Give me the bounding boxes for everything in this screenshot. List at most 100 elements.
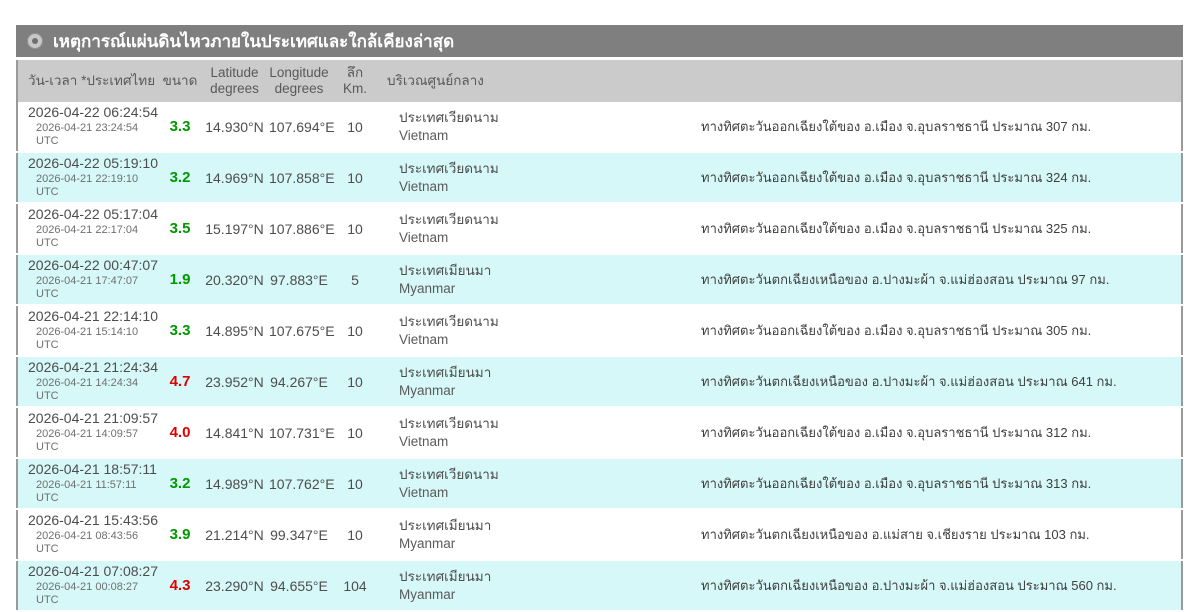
magnitude-cell: 3.9 <box>160 509 200 561</box>
magnitude-value: 4.3 <box>169 577 191 594</box>
region-english: Vietnam <box>399 127 449 143</box>
datetime-cell: 2026-04-21 07:08:27 2026-04-21 00:08:27 … <box>17 560 160 612</box>
magnitude-value: 3.2 <box>169 169 191 186</box>
latitude-value: 14.969°N <box>200 152 269 204</box>
magnitude-cell: 4.0 <box>160 407 200 459</box>
utc-time: 2026-04-21 17:47:07 UTC <box>36 274 139 301</box>
magnitude-cell: 4.7 <box>160 356 200 408</box>
region-thai: ประเทศเวียดนาม <box>399 415 499 431</box>
region-english: Vietnam <box>399 229 449 245</box>
depth-value: 10 <box>329 305 381 357</box>
bullet-circle-icon <box>27 33 43 49</box>
region-thai: ประเทศเวียดนาม <box>399 466 499 482</box>
longitude-value: 94.655°E <box>269 560 329 612</box>
panel-title-bar: เหตุการณ์แผ่นดินไหวภายในประเทศและใกล้เคี… <box>16 25 1183 57</box>
epicenter-description: ทางทิศตะวันออกเฉียงใต้ของ อ.เมือง จ.อุบล… <box>701 203 1182 255</box>
local-time: 2026-04-22 05:17:04 <box>28 206 158 222</box>
latitude-value: 14.841°N <box>200 407 269 459</box>
depth-value: 10 <box>329 356 381 408</box>
utc-time: 2026-04-21 08:43:56 UTC <box>36 529 139 556</box>
utc-time: 2026-04-21 23:24:54 UTC <box>36 121 139 148</box>
datetime-cell: 2026-04-21 22:14:10 2026-04-21 15:14:10 … <box>17 305 160 357</box>
col-header-latitude: Latitude degrees <box>200 60 269 102</box>
magnitude-cell: 3.3 <box>160 305 200 357</box>
datetime-cell: 2026-04-21 21:24:34 2026-04-21 14:24:34 … <box>17 356 160 408</box>
local-time: 2026-04-21 07:08:27 <box>28 563 158 579</box>
region-english: Vietnam <box>399 331 449 347</box>
panel-title: เหตุการณ์แผ่นดินไหวภายในประเทศและใกล้เคี… <box>53 31 455 51</box>
latitude-value: 14.930°N <box>200 102 269 153</box>
magnitude-value: 1.9 <box>169 271 191 288</box>
longitude-value: 107.762°E <box>269 458 335 510</box>
magnitude-cell: 3.3 <box>160 102 200 153</box>
depth-value: 10 <box>329 203 381 255</box>
depth-value: 10 <box>329 407 381 459</box>
latitude-value: 23.290°N <box>200 560 269 612</box>
depth-value: 104 <box>329 560 381 612</box>
earthquake-rows: 2026-04-22 06:24:54 2026-04-21 23:24:54 … <box>17 102 1182 612</box>
longitude-value: 107.731°E <box>269 407 335 459</box>
region-cell: ประเทศเวียดนาม Vietnam <box>381 152 701 204</box>
latitude-value: 20.320°N <box>200 254 269 306</box>
region-english: Vietnam <box>399 484 449 500</box>
region-cell: ประเทศเมียนมา Myanmar <box>381 560 701 612</box>
longitude-value: 107.858°E <box>269 152 335 204</box>
latitude-value: 14.989°N <box>200 458 269 510</box>
magnitude-value: 3.9 <box>169 526 191 543</box>
longitude-value: 107.886°E <box>269 203 335 255</box>
col-header-magnitude: ขนาด <box>160 60 200 102</box>
local-time: 2026-04-21 21:24:34 <box>28 359 158 375</box>
datetime-cell: 2026-04-21 21:09:57 2026-04-21 14:09:57 … <box>17 407 160 459</box>
earthquake-row: 2026-04-21 18:57:11 2026-04-21 11:57:11 … <box>17 458 1182 510</box>
utc-time: 2026-04-21 22:19:10 UTC <box>36 172 139 199</box>
magnitude-value: 3.5 <box>169 220 191 237</box>
local-time: 2026-04-21 18:57:11 <box>28 461 157 477</box>
utc-time: 2026-04-21 15:14:10 UTC <box>36 325 139 352</box>
depth-value: 5 <box>329 254 381 306</box>
local-time: 2026-04-22 05:19:10 <box>28 155 158 171</box>
local-time: 2026-04-21 21:09:57 <box>28 410 158 426</box>
region-cell: ประเทศเมียนมา Myanmar <box>381 509 701 561</box>
latitude-value: 14.895°N <box>200 305 269 357</box>
depth-value: 10 <box>329 509 381 561</box>
epicenter-description: ทางทิศตะวันตกเฉียงเหนือของ อ.ปางมะผ้า จ.… <box>701 560 1182 612</box>
latitude-value: 23.952°N <box>200 356 269 408</box>
magnitude-cell: 3.5 <box>160 203 200 255</box>
longitude-value: 94.267°E <box>269 356 329 408</box>
utc-time: 2026-04-21 22:17:04 UTC <box>36 223 139 250</box>
earthquake-row: 2026-04-22 00:47:07 2026-04-21 17:47:07 … <box>17 254 1182 306</box>
region-cell: ประเทศเมียนมา Myanmar <box>381 356 701 408</box>
region-english: Myanmar <box>399 586 456 602</box>
region-cell: ประเทศเวียดนาม Vietnam <box>381 102 701 153</box>
magnitude-value: 4.7 <box>169 373 191 390</box>
utc-time: 2026-04-21 11:57:11 UTC <box>36 478 137 505</box>
epicenter-description: ทางทิศตะวันออกเฉียงใต้ของ อ.เมือง จ.อุบล… <box>701 305 1182 357</box>
datetime-cell: 2026-04-22 05:19:10 2026-04-21 22:19:10 … <box>17 152 160 204</box>
earthquake-row: 2026-04-22 05:19:10 2026-04-21 22:19:10 … <box>17 152 1182 204</box>
longitude-value: 107.694°E <box>269 102 335 153</box>
datetime-cell: 2026-04-22 05:17:04 2026-04-21 22:17:04 … <box>17 203 160 255</box>
epicenter-description: ทางทิศตะวันตกเฉียงเหนือของ อ.ปางมะผ้า จ.… <box>701 356 1182 408</box>
epicenter-description: ทางทิศตะวันออกเฉียงใต้ของ อ.เมือง จ.อุบล… <box>701 458 1182 510</box>
region-english: Myanmar <box>399 535 456 551</box>
region-cell: ประเทศเวียดนาม Vietnam <box>381 407 701 459</box>
depth-value: 10 <box>329 102 381 153</box>
region-thai: ประเทศเวียดนาม <box>399 109 499 125</box>
earthquake-row: 2026-04-21 21:09:57 2026-04-21 14:09:57 … <box>17 407 1182 459</box>
earthquake-row: 2026-04-21 21:24:34 2026-04-21 14:24:34 … <box>17 356 1182 408</box>
region-cell: ประเทศเวียดนาม Vietnam <box>381 203 701 255</box>
region-english: Myanmar <box>399 280 456 296</box>
region-thai: ประเทศเวียดนาม <box>399 313 499 329</box>
local-time: 2026-04-22 06:24:54 <box>28 104 158 120</box>
region-thai: ประเทศเมียนมา <box>399 364 492 380</box>
region-thai: ประเทศเวียดนาม <box>399 211 499 227</box>
datetime-cell: 2026-04-22 00:47:07 2026-04-21 17:47:07 … <box>17 254 160 306</box>
region-thai: ประเทศเวียดนาม <box>399 160 499 176</box>
depth-value: 10 <box>329 152 381 204</box>
region-thai: ประเทศเมียนมา <box>399 517 492 533</box>
longitude-value: 99.347°E <box>269 509 329 561</box>
epicenter-description: ทางทิศตะวันออกเฉียงใต้ของ อ.เมือง จ.อุบล… <box>701 407 1182 459</box>
magnitude-value: 3.3 <box>169 322 191 339</box>
utc-time: 2026-04-21 14:09:57 UTC <box>36 427 139 454</box>
magnitude-value: 3.3 <box>169 118 191 135</box>
